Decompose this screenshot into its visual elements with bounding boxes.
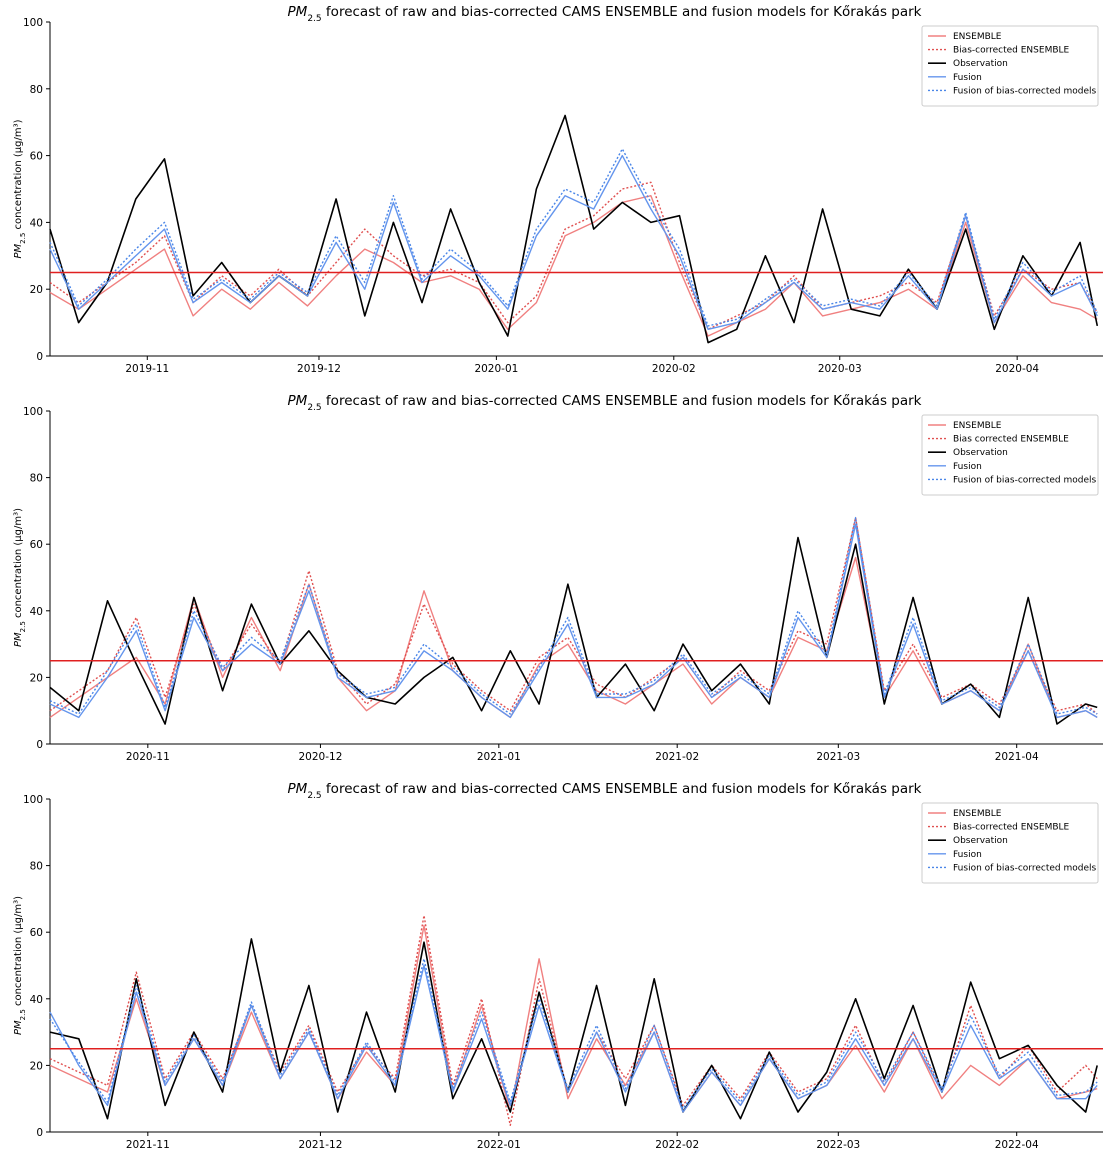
legend: ENSEMBLE Bias-corrected ENSEMBLE Observati… [921,802,1099,884]
legend-label: ENSEMBLE [953,809,1002,819]
legend-label: Fusion [953,73,982,83]
x-tick-label: 2022-03 [816,1139,860,1151]
y-tick-label: 80 [30,84,43,96]
x-tick-label: 2022-04 [995,1139,1039,1151]
legend-label: Fusion of bias-corrected models [953,86,1096,96]
y-tick-label: 40 [30,217,43,229]
x-tick-label: 2022-02 [655,1139,699,1151]
legend-label: ENSEMBLE [953,32,1002,42]
y-tick-label: 100 [23,17,43,29]
legend: ENSEMBLE Bias corrected ENSEMBLE Observati… [921,414,1099,496]
x-tick-label: 2020-12 [299,751,343,763]
x-tick-label: 2021-03 [816,751,860,763]
chart-panel-2: PM2.5 forecast of raw and bias-corrected… [13,393,1103,763]
y-tick-label: 60 [30,539,43,551]
y-tick-label: 60 [30,151,43,163]
y-tick-label: 20 [30,672,43,684]
series-line-3 [49,114,1099,344]
y-tick-label: 20 [30,1060,43,1072]
y-tick-label: 80 [30,473,43,485]
legend-label: ENSEMBLE [953,421,1002,431]
x-tick-label: 2021-12 [299,1139,343,1151]
y-tick-label: 0 [36,739,43,751]
y-tick-label: 100 [23,794,43,806]
y-axis-label: PM2.5 concentration (μg/m³) [13,896,27,1035]
chart-title: PM2.5 forecast of raw and bias-corrected… [288,393,922,413]
legend-label: Observation [953,59,1008,69]
legend-label: Bias corrected ENSEMBLE [953,435,1069,445]
x-tick-label: 2020-04 [995,363,1039,375]
series-line-3 [49,536,1098,725]
legend-box [921,414,1099,496]
x-tick-label: 2021-01 [477,751,521,763]
legend-label: Observation [953,448,1008,458]
y-tick-label: 100 [23,406,43,418]
series-line-3 [49,938,1098,1120]
legend-box [921,25,1099,107]
series-line-5 [49,958,1098,1110]
chart-panel-1: PM2.5 forecast of raw and bias-corrected… [13,4,1103,375]
series-line-5 [49,516,1098,715]
x-tick-label: 2019-11 [125,363,169,375]
legend: ENSEMBLE Bias-corrected ENSEMBLE Observati… [921,25,1099,107]
legend-label: Bias-corrected ENSEMBLE [953,823,1070,833]
y-tick-label: 0 [36,351,43,363]
series-line-4 [49,523,1098,719]
x-tick-label: 2021-04 [995,751,1039,763]
chart-title: PM2.5 forecast of raw and bias-corrected… [288,4,922,24]
series-line-1 [49,924,1098,1113]
legend-label: Fusion [953,462,982,472]
series-line-2 [49,181,1098,330]
y-tick-label: 80 [30,861,43,873]
x-tick-label: 2022-01 [477,1139,521,1151]
legend-label: Fusion of bias-corrected models [953,475,1096,485]
series-line-2 [49,516,1098,715]
series-line-1 [49,556,1098,719]
legend-label: Bias-corrected ENSEMBLE [953,46,1070,56]
series-line-5 [49,148,1098,327]
legend-label: Observation [953,836,1008,846]
x-tick-label: 2020-03 [818,363,862,375]
y-tick-label: 60 [30,927,43,939]
y-tick-label: 40 [30,606,43,618]
x-tick-label: 2020-02 [652,363,696,375]
chart-panel-3: PM2.5 forecast of raw and bias-corrected… [13,781,1103,1151]
legend-label: Fusion [953,850,982,860]
y-tick-label: 20 [30,284,43,296]
chart-title: PM2.5 forecast of raw and bias-corrected… [288,781,922,801]
y-axis-label: PM2.5 concentration (μg/m³) [13,119,27,258]
y-tick-label: 40 [30,994,43,1006]
series-line-4 [49,964,1098,1113]
y-tick-label: 0 [36,1127,43,1139]
series-line-1 [49,194,1098,337]
x-tick-label: 2020-11 [126,751,170,763]
x-tick-label: 2021-11 [126,1139,170,1151]
series-line-4 [49,154,1098,330]
legend-box [921,802,1099,884]
x-tick-label: 2019-12 [297,363,341,375]
legend-label: Fusion of bias-corrected models [953,863,1096,873]
y-axis-label: PM2.5 concentration (μg/m³) [13,508,27,647]
x-tick-label: 2021-02 [655,751,699,763]
x-tick-label: 2020-01 [474,363,518,375]
